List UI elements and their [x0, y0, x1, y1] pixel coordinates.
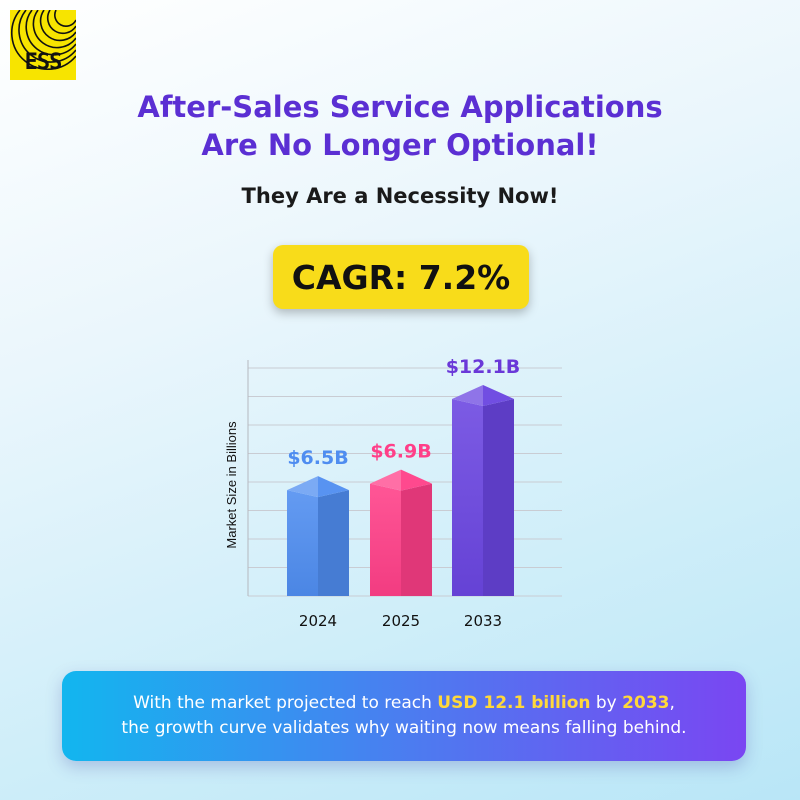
bar-2025-cap-right: [401, 469, 432, 491]
x-tick-2033: 2033: [464, 612, 502, 630]
ess-logo: ESS: [10, 10, 76, 80]
x-tick-2025: 2025: [382, 612, 420, 630]
bar-2025-left-face: [370, 483, 401, 596]
x-tick-2024: 2024: [299, 612, 337, 630]
bar-2024-left-face: [287, 490, 318, 596]
bar-2033-cap-left: [452, 384, 483, 406]
insight-callout: With the market projected to reach USD 1…: [62, 671, 746, 761]
bar-2024-cap-left: [287, 476, 318, 498]
chart-bars: [287, 384, 514, 596]
headline: After-Sales Service Applications Are No …: [0, 88, 800, 164]
data-label-2025: $6.9B: [370, 441, 431, 463]
bar-2033-cap-right: [483, 384, 514, 406]
bar-2025-cap-left: [370, 469, 401, 491]
callout-text-c: ,: [669, 693, 675, 713]
callout-highlight-amount: USD 12.1 billion: [437, 693, 591, 713]
headline-line-1: After-Sales Service Applications: [137, 90, 663, 124]
callout-line-1: With the market projected to reach USD 1…: [62, 691, 746, 716]
bar-2024-right-face: [318, 490, 349, 596]
market-size-chart: $6.5B $6.9B $12.1B 2024 2025 2033 Market Siz…: [224, 356, 562, 630]
bar-2024-cap-right: [318, 476, 349, 498]
data-label-2033: $12.1B: [446, 356, 521, 378]
subheadline: They Are a Necessity Now!: [241, 184, 559, 208]
callout-line-2: the growth curve validates why waiting n…: [121, 718, 687, 738]
logo-text: ESS: [24, 50, 63, 75]
y-axis-label: Market Size in Billions: [224, 421, 239, 549]
data-label-2024: $6.5B: [287, 447, 348, 469]
headline-line-2: Are No Longer Optional!: [201, 128, 599, 162]
logo-arc-graphic: [10, 10, 76, 70]
bar-2033-right-face: [483, 398, 514, 596]
callout-text-b: by: [590, 693, 623, 713]
cagr-badge: CAGR: 7.2%: [273, 245, 529, 309]
chart-x-tick-labels: 2024 2025 2033: [299, 612, 502, 630]
callout-text-a: With the market projected to reach: [133, 693, 438, 713]
callout-highlight-year: 2033: [622, 693, 670, 713]
bar-2025-right-face: [401, 483, 432, 596]
bar-2033-left-face: [452, 398, 483, 596]
chart-data-labels: $6.5B $6.9B $12.1B: [287, 356, 520, 469]
